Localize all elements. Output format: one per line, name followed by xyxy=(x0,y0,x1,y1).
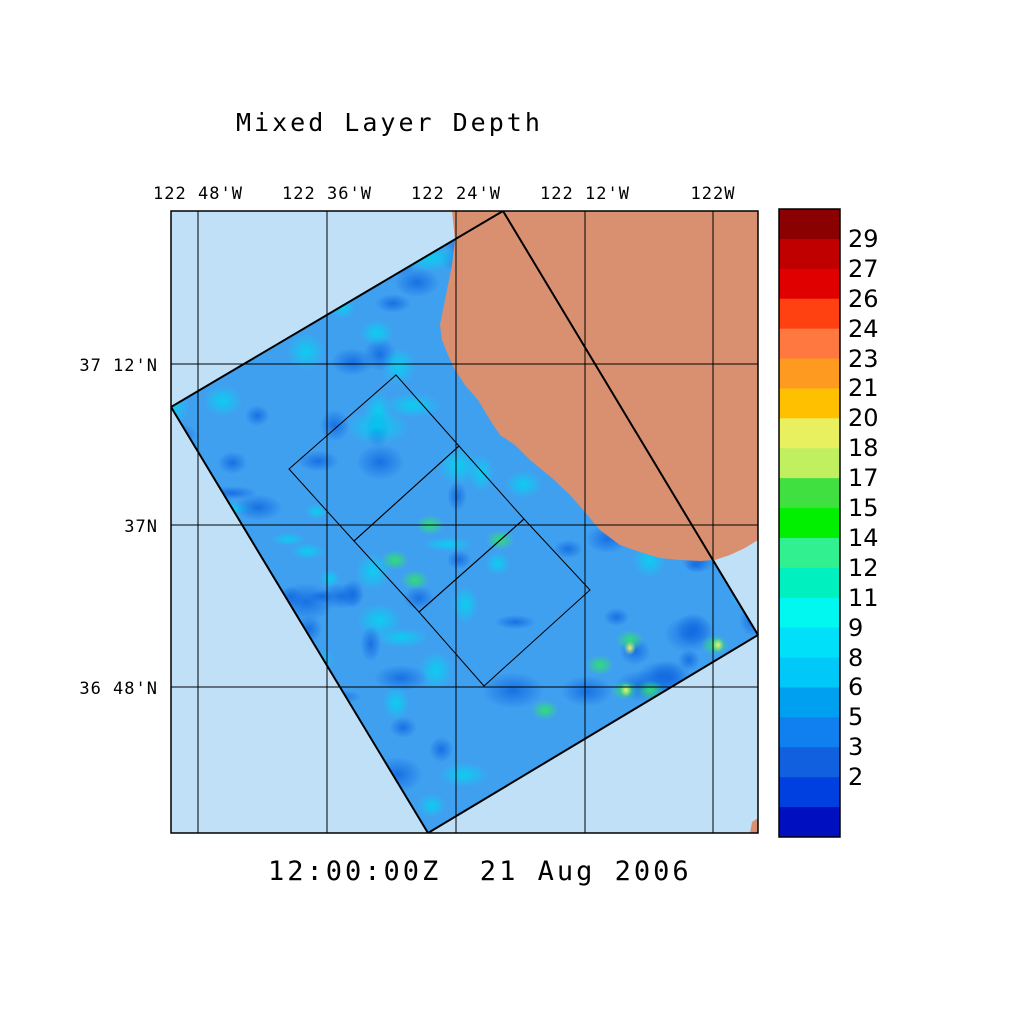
colorbar-tick-label: 8 xyxy=(848,643,864,672)
lat-tick-label: 37N xyxy=(124,517,158,537)
colorbar-tick-label: 12 xyxy=(848,553,879,582)
colorbar-tick-label: 14 xyxy=(848,523,879,552)
lon-tick-label: 122 24'W xyxy=(411,184,501,204)
graticule xyxy=(171,211,758,833)
chart-title: Mixed Layer Depth xyxy=(236,108,543,137)
colorbar-swatch xyxy=(779,268,840,300)
colorbar-swatch xyxy=(779,537,840,569)
colorbar-tick-label: 23 xyxy=(848,344,879,373)
nested-grid-boxes xyxy=(288,374,591,687)
colorbar-swatch xyxy=(779,777,840,808)
colorbar-swatch xyxy=(779,567,840,599)
colorbar-tick-label: 21 xyxy=(848,374,879,403)
colorbar-tick-label: 2 xyxy=(848,763,864,792)
lon-tick-label: 122 36'W xyxy=(282,184,372,204)
colorbar-swatch xyxy=(779,747,840,778)
lon-tick-label: 122 48'W xyxy=(153,184,243,204)
colorbar-tick-label: 26 xyxy=(848,284,879,313)
plot-frame xyxy=(170,210,759,834)
land-california-coast xyxy=(440,211,758,561)
colorbar-tick-label: 27 xyxy=(848,254,879,283)
colorbar-swatch xyxy=(779,328,840,360)
colorbar-swatch xyxy=(779,717,840,748)
colorbar-swatch xyxy=(779,209,840,240)
colorbar-swatch xyxy=(779,358,840,389)
colorbar-swatch xyxy=(779,687,840,718)
colorbar-swatch xyxy=(779,238,840,270)
land-point-sur xyxy=(750,818,758,833)
colorbar-tick-label: 20 xyxy=(848,404,879,433)
lon-tick-label: 122 12'W xyxy=(540,184,630,204)
colorbar-tick-label: 11 xyxy=(848,583,879,612)
colorbar-swatch xyxy=(779,298,840,330)
colorbar-tick-label: 6 xyxy=(848,673,864,702)
colorbar-swatch xyxy=(779,478,840,509)
timestamp-label: 12:00:00Z 21 Aug 2006 xyxy=(268,856,692,887)
colorbar-tick-label: 18 xyxy=(848,434,879,463)
colorbar-swatch xyxy=(779,448,840,479)
lat-tick-label: 36 48'N xyxy=(79,679,158,699)
colorbar-tick-label: 9 xyxy=(848,613,864,642)
colorbar-tick-label: 3 xyxy=(848,733,864,762)
colorbar-swatch xyxy=(779,807,840,838)
colorbar-swatch xyxy=(779,388,840,419)
colorbar-tick-label: 24 xyxy=(848,314,879,343)
lon-tick-label: 122W xyxy=(690,184,736,204)
colorbar-tick-label: 15 xyxy=(848,494,879,523)
model-domain-outline xyxy=(171,211,758,833)
colorbar-tick-label: 5 xyxy=(848,703,864,732)
colorbar-swatch xyxy=(779,508,840,539)
colorbar-swatch xyxy=(779,657,840,688)
colorbar-tick-label: 17 xyxy=(848,464,879,493)
colorbar-swatch xyxy=(779,597,840,629)
lat-tick-label: 37 12'N xyxy=(79,356,158,376)
colorbar-swatch xyxy=(779,418,840,449)
colorbar-tick-label: 29 xyxy=(848,224,879,253)
colorbar-swatch xyxy=(779,627,840,659)
